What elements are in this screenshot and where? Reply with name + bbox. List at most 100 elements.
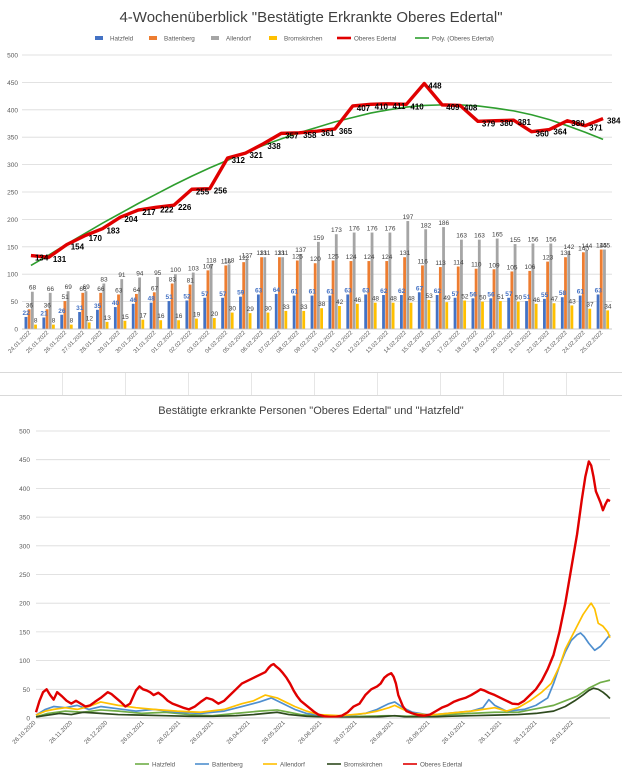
data-label-allendorf: 69 [65,284,73,291]
chart-top-svg: 4-Wochenüberblick "Bestätigte Erkrankte … [7,9,621,355]
data-label-allendorf: 69 [83,284,91,291]
legend-label: Poly. (Oberes Edertal) [432,36,494,43]
legend-swatch [211,36,219,40]
bar-bromskirchen [52,324,55,329]
bar-battenberg [242,262,246,329]
data-label-hatzfeld: 52 [183,294,191,301]
data-label-oberes-edertal: 222 [160,205,174,214]
data-label-bromskirchen: 48 [408,296,416,303]
data-label-bromskirchen: 17 [139,313,147,320]
bar-hatzfeld [42,317,46,329]
bar-hatzfeld [596,294,600,329]
data-label-battenberg: 125 [292,254,303,261]
data-label-battenberg: 140 [578,245,589,252]
bar-bromskirchen [338,305,341,329]
y-tick-label: 50 [11,299,19,306]
data-label-oberes-edertal: 371 [589,124,603,133]
bar-bromskirchen [248,313,252,329]
data-label-bromskirchen: 12 [86,315,94,322]
bar-allendorf [84,291,88,329]
data-label-allendorf: 182 [420,222,431,229]
line-bromskirchen [35,687,611,719]
data-label-hatzfeld: 62 [434,288,442,295]
bar-bromskirchen [391,302,395,329]
x-tick-label: 26.12.2021 [513,720,539,746]
data-label-allendorf: 197 [403,214,414,221]
data-label-oberes-edertal: 410 [375,102,389,111]
x-tick-label: 26.01.2021 [120,720,146,746]
data-label-oberes-edertal: 321 [249,151,263,160]
data-label-battenberg: 109 [489,262,500,269]
data-label-hatzfeld: 63 [344,287,352,294]
data-label-hatzfeld: 56 [487,291,495,298]
bar-hatzfeld [131,303,135,329]
data-label-battenberg: 124 [364,254,375,261]
y-tick-label: 450 [19,457,30,464]
data-label-battenberg: 125 [328,254,339,261]
line-hatzfeld [35,679,611,718]
bar-allendorf [156,276,159,329]
data-label-battenberg: 67 [151,285,159,292]
chart-title: 4-Wochenüberblick "Bestätigte Erkrankte … [119,9,502,26]
bar-hatzfeld [256,294,260,329]
data-label-battenberg: 66 [97,286,105,293]
y-tick-label: 350 [19,515,30,522]
x-axis-bottom: 26.10.2020 26.11.2020 26.12.2020 26.01.2021… [12,717,610,746]
data-label-allendorf: 131 [277,250,288,257]
data-label-oberes-edertal: 381 [518,118,532,127]
y-tick-label: 50 [23,687,31,694]
chart-title-bottom: Bestätigte erkrankte Personen "Oberes Ed… [158,405,464,417]
data-label-hatzfeld: 67 [416,285,424,292]
bar-battenberg [45,309,49,329]
bar-allendorf [442,227,445,329]
bar-allendorf [513,244,517,329]
data-label-bromskirchen: 19 [193,312,201,319]
bar-battenberg [206,270,210,329]
data-label-battenberg: 63 [115,287,123,294]
gridlines-bottom [36,430,610,719]
bar-battenberg [546,261,550,329]
bar-allendorf [531,243,535,329]
legend-label: Hatzfeld [152,762,176,769]
bar-series [24,221,610,329]
data-label-oberes-edertal: 154 [71,243,85,252]
legend-label: Bromskirchen [284,36,323,43]
data-label-hatzfeld: 61 [326,289,334,296]
chart-legend: Hatzfeld Battenberg Allendorf Bromskirchen O… [95,36,494,43]
bar-hatzfeld [292,295,296,329]
data-label-battenberg: 105 [507,264,518,271]
bar-hatzfeld [435,295,439,329]
x-tick-label: 26.06.2021 [298,720,324,746]
bar-allendorf [460,239,463,329]
y-tick-label: 300 [7,162,18,169]
line-oberes-edertal [30,81,604,259]
chart-bottom-svg: Bestätigte erkrankte Personen "Oberes Ed… [12,405,611,769]
bar-battenberg [260,257,263,329]
data-label-hatzfeld: 58 [559,290,567,297]
bar-battenberg [152,292,156,329]
y-tick-label: 500 [7,53,18,60]
data-label-oberes-edertal: 338 [267,142,281,151]
data-label-hatzfeld: 56 [469,291,477,298]
bar-bromskirchen [570,305,574,329]
data-label-hatzfeld: 57 [219,291,227,298]
data-label-bromskirchen: 8 [52,318,56,325]
bar-allendorf [120,279,124,329]
y-tick-label: 250 [19,572,30,579]
x-tick-label: 26.05.2021 [261,720,287,746]
bar-hatzfeld [364,294,368,329]
data-label-bromskirchen: 50 [479,295,487,302]
bar-battenberg [528,270,532,329]
data-label-bromskirchen: 42 [336,299,344,306]
bar-battenberg [510,271,514,329]
bar-battenberg [349,261,353,329]
bar-battenberg [564,257,567,329]
x-tick-label: 26.02.2021 [157,720,183,746]
y-tick-label: 350 [7,135,18,142]
data-label-hatzfeld: 55 [541,292,549,299]
data-label-battenberg: 64 [133,287,141,294]
bar-allendorf [549,243,553,329]
x-tick-label: 26.07.2021 [333,720,359,746]
bar-battenberg [438,267,442,329]
bar-hatzfeld [471,298,475,329]
